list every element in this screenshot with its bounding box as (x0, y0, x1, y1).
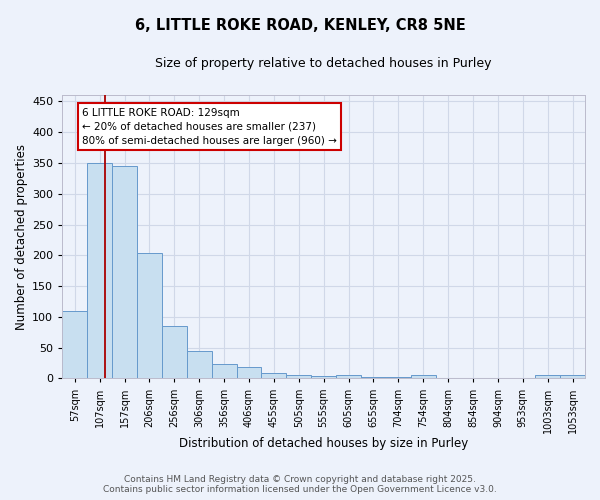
Bar (386, 377, 411, 378)
Bar (262, 373, 286, 378)
Bar (286, 374, 311, 378)
Bar (411, 374, 436, 378)
Bar (336, 376, 361, 378)
Bar (187, 350, 212, 378)
Bar (311, 376, 336, 378)
Text: 6 LITTLE ROKE ROAD: 129sqm
← 20% of detached houses are smaller (237)
80% of sem: 6 LITTLE ROKE ROAD: 129sqm ← 20% of deta… (82, 108, 337, 146)
Text: Contains HM Land Registry data © Crown copyright and database right 2025.
Contai: Contains HM Land Registry data © Crown c… (103, 474, 497, 494)
Bar (212, 364, 236, 378)
Bar (162, 326, 187, 378)
Bar (87, 163, 112, 378)
X-axis label: Distribution of detached houses by size in Purley: Distribution of detached houses by size … (179, 437, 468, 450)
Y-axis label: Number of detached properties: Number of detached properties (15, 144, 28, 330)
Bar (560, 374, 585, 378)
Bar (62, 310, 87, 378)
Bar (535, 376, 560, 378)
Title: Size of property relative to detached houses in Purley: Size of property relative to detached ho… (155, 58, 492, 70)
Bar (361, 377, 386, 378)
Bar (236, 366, 262, 378)
Text: 6, LITTLE ROKE ROAD, KENLEY, CR8 5NE: 6, LITTLE ROKE ROAD, KENLEY, CR8 5NE (134, 18, 466, 32)
Bar (137, 254, 162, 378)
Bar (112, 166, 137, 378)
